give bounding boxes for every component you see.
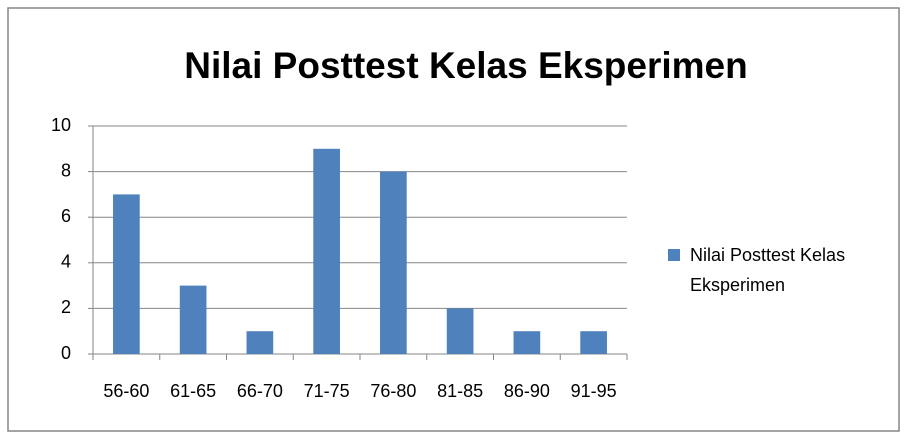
bar	[580, 331, 607, 354]
chart-title: Nilai Posttest Kelas Eksperimen	[184, 45, 747, 86]
bar	[513, 331, 541, 354]
y-tick-label: 0	[61, 343, 71, 363]
bar	[380, 171, 407, 354]
bar	[446, 308, 474, 354]
y-tick-label: 2	[61, 297, 71, 317]
y-tick-label: 4	[61, 252, 71, 272]
chart-border	[7, 7, 900, 432]
x-tick-label: 61-65	[170, 381, 216, 401]
x-tick-label: 71-75	[304, 381, 350, 401]
legend-swatch	[668, 249, 680, 261]
bar	[179, 285, 207, 354]
x-tick-label: 91-95	[571, 381, 617, 401]
legend-label: Nilai Posttest Kelas Eksperimen	[690, 245, 846, 295]
bar	[246, 331, 274, 354]
bar	[313, 148, 340, 354]
x-tick-label: 66-70	[237, 381, 283, 401]
y-tick-label: 10	[51, 115, 71, 135]
x-tick-label: 76-80	[370, 381, 416, 401]
x-tick-label: 81-85	[437, 381, 483, 401]
x-tick-label: 56-60	[103, 381, 149, 401]
x-tick-label: 86-90	[504, 381, 550, 401]
y-tick-label: 6	[61, 206, 71, 226]
y-tick-label: 8	[61, 160, 71, 180]
bar	[113, 194, 140, 354]
